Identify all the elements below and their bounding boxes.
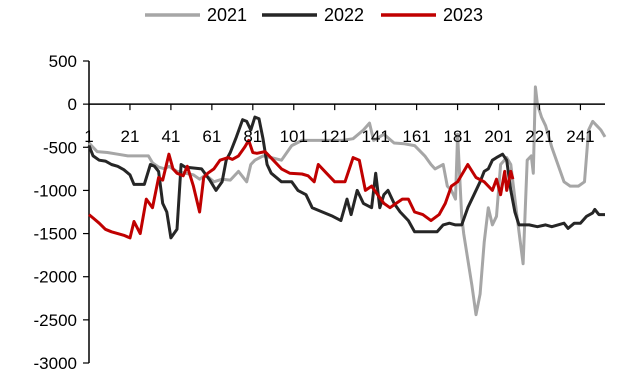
y-tick-label: 500 <box>49 52 77 71</box>
y-tick-label: 0 <box>68 95 77 114</box>
legend-label-2023: 2023 <box>443 5 483 25</box>
x-tick-label: 221 <box>525 127 553 146</box>
x-tick-label: 101 <box>280 127 308 146</box>
legend: 2021 2022 2023 <box>145 5 483 25</box>
x-tick-label: 41 <box>161 127 180 146</box>
series-layer <box>87 85 607 317</box>
x-tick-label: 21 <box>120 127 139 146</box>
y-axis: 500 0 -500 -1000 -1500 -2000 -2500 -3000 <box>34 52 90 373</box>
x-tick-label: 161 <box>402 127 430 146</box>
x-axis: 1 21 41 61 81 101 121 141 161 181 201 221 241 <box>84 103 605 146</box>
x-tick-label: 141 <box>361 127 389 146</box>
x-tick-label: 1 <box>84 127 93 146</box>
x-tick-label: 81 <box>243 127 262 146</box>
y-tick-label: -2000 <box>34 268 77 287</box>
series-line-2023 <box>88 138 515 240</box>
x-tick-label: 61 <box>202 127 221 146</box>
x-tick-label: 201 <box>484 127 512 146</box>
legend-label-2021: 2021 <box>207 5 247 25</box>
y-tick-label: -1500 <box>34 225 77 244</box>
x-tick-label: 181 <box>443 127 471 146</box>
y-tick-label: -500 <box>43 138 77 157</box>
y-tick-label: -3000 <box>34 354 77 373</box>
x-tick-label: 241 <box>566 127 594 146</box>
y-tick-label: -2500 <box>34 311 77 330</box>
series-line-2022 <box>87 115 605 240</box>
x-tick-label: 121 <box>321 127 349 146</box>
legend-label-2022: 2022 <box>324 5 364 25</box>
y-tick-label: -1000 <box>34 181 77 200</box>
series-line-2021 <box>87 85 607 317</box>
